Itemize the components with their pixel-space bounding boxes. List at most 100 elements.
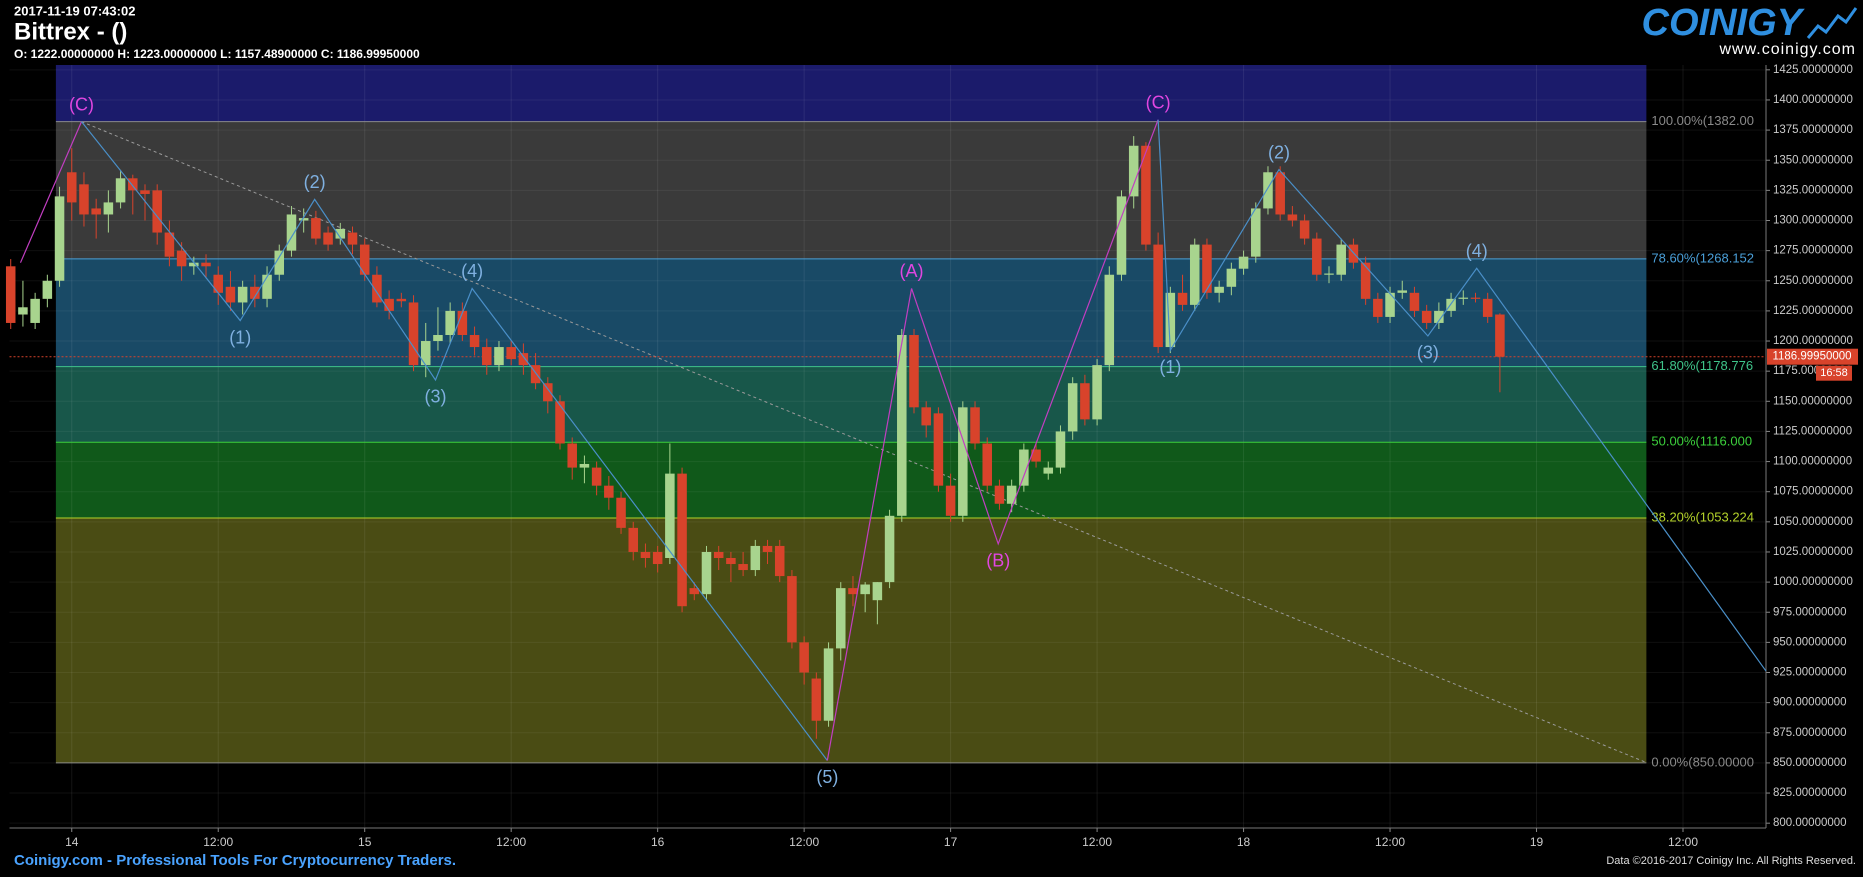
y-tick-label: 1400.00000000 — [1773, 94, 1853, 106]
fib-label: 100.00%(1382.00 — [1651, 113, 1754, 128]
candle-body — [237, 286, 248, 303]
fib-zone — [55, 65, 1647, 122]
candle-body — [1153, 244, 1163, 348]
wave-label: (5) — [816, 767, 838, 787]
candle-body — [384, 298, 394, 311]
candle-body — [811, 678, 822, 721]
x-tick-label: 16 — [651, 835, 665, 849]
candle-body — [225, 286, 236, 303]
y-tick-label: 1225.00000000 — [1773, 305, 1853, 317]
candle-body — [994, 485, 1005, 504]
candle-body — [738, 564, 748, 571]
fib-zone — [55, 366, 1647, 443]
candle-body — [860, 584, 870, 595]
candle-body — [530, 365, 541, 384]
candle-body — [323, 232, 333, 245]
y-tick-label: 1000.00000000 — [1773, 576, 1853, 588]
candle-body — [543, 383, 553, 402]
candle-body — [189, 262, 199, 267]
candle-body — [726, 557, 736, 565]
candle-body — [250, 286, 260, 299]
candle-body — [982, 443, 992, 486]
candle-body — [921, 407, 931, 426]
wave-label: (3) — [1417, 343, 1439, 363]
candle-body — [1299, 220, 1310, 239]
y-tick-label: 1300.00000000 — [1773, 215, 1853, 227]
candle-body — [1019, 449, 1029, 486]
candle-body — [42, 280, 53, 299]
candle-body — [1446, 298, 1456, 311]
candle-body — [591, 467, 602, 486]
x-tick-label: 12:00 — [203, 835, 233, 849]
last-price-label: 1186.99950000 — [1772, 351, 1851, 363]
y-tick-label: 1125.00000000 — [1773, 425, 1852, 437]
candle-body — [689, 588, 700, 595]
timer-label: 16:58 — [1820, 367, 1848, 379]
candle-body — [897, 335, 907, 516]
wave-label: (1) — [1159, 357, 1181, 377]
candle-body — [1238, 256, 1249, 269]
timer-box — [1816, 365, 1852, 381]
candle-body — [555, 401, 565, 444]
x-tick-label: 12:00 — [789, 835, 819, 849]
candle-body — [66, 172, 77, 203]
candle-body — [1324, 273, 1334, 275]
candle-body — [176, 250, 187, 267]
fib-zone — [55, 442, 1647, 518]
candle-body — [835, 588, 846, 649]
wave-label: (3) — [425, 387, 447, 407]
candle-body — [750, 545, 761, 571]
y-tick-label: 1350.00000000 — [1773, 154, 1853, 166]
candle-body — [652, 551, 663, 565]
plot: 14 12:00 15 12:00 16 12:00 17 12:00 18 12:00 19 12:… — [5, 64, 1858, 849]
candle-body — [311, 218, 321, 239]
candle-body — [1031, 449, 1041, 462]
y-tick-label: 1075.00000000 — [1773, 486, 1853, 498]
candle-body — [408, 302, 419, 366]
y-tick-label: 1050.00000000 — [1773, 516, 1853, 528]
candle-body — [1226, 268, 1237, 287]
candle-body — [1275, 172, 1285, 215]
candle-body — [945, 485, 956, 516]
candle-body — [457, 310, 468, 336]
candle-body — [1104, 274, 1115, 366]
candle-body — [1360, 262, 1371, 299]
candle-body — [1251, 208, 1261, 257]
y-tick-label: 1150.00000000 — [1773, 395, 1852, 407]
last-price-box — [1767, 348, 1858, 365]
wave-label: (A) — [900, 261, 924, 281]
candle-body — [799, 642, 809, 673]
fib-label: 78.60%(1268.152 — [1651, 250, 1754, 265]
x-tick-label: 14 — [65, 835, 79, 849]
candle-body — [1043, 467, 1054, 474]
wave-line — [1157, 119, 1767, 672]
candle-body — [1373, 298, 1383, 317]
y-tick-label: 850.00000000 — [1773, 757, 1847, 769]
candle-body — [103, 202, 114, 215]
candle-body — [469, 335, 480, 348]
candle-body — [1409, 292, 1420, 311]
candle-body — [677, 473, 687, 607]
x-tick-label: 15 — [358, 835, 372, 849]
x-tick-label: 19 — [1530, 835, 1544, 849]
candle-body — [518, 353, 529, 366]
candle-body — [54, 196, 65, 281]
y-tick-label: 1100.00000000 — [1773, 456, 1852, 468]
candle-body — [298, 218, 309, 221]
wave-label: (B) — [986, 551, 1010, 571]
y-tick-label: 1375.00000000 — [1773, 124, 1853, 136]
candle-body — [933, 413, 944, 486]
candle-body — [1263, 172, 1273, 209]
wave-label: (2) — [1268, 142, 1290, 162]
wave-label: (2) — [304, 172, 326, 192]
candle-body — [616, 497, 626, 528]
candle-body — [1006, 485, 1017, 504]
x-tick-label: 12:00 — [496, 835, 526, 849]
candle-body — [1165, 292, 1176, 348]
candle-body — [1495, 314, 1505, 357]
candle-body — [91, 208, 101, 215]
y-tick-label: 1025.00000000 — [1773, 546, 1853, 558]
candle-body — [1287, 214, 1298, 221]
y-tick-label: 975.00000000 — [1773, 606, 1847, 618]
